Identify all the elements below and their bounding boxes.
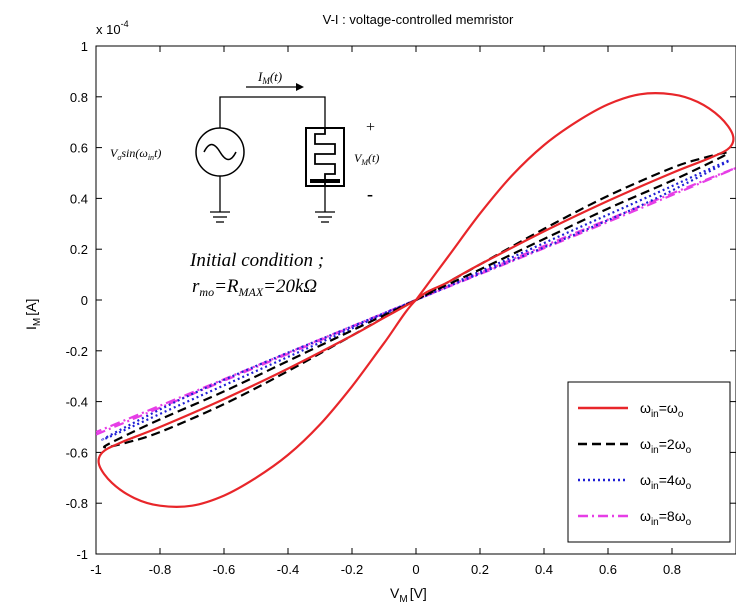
chart-title: V-I : voltage-controlled memristor <box>323 12 514 27</box>
series-layer <box>96 92 736 508</box>
y-tick-label: -0.4 <box>66 395 88 410</box>
sine-wave-icon <box>203 143 237 161</box>
x-tick-label: 0.8 <box>663 562 681 577</box>
x-tick-label: 0.4 <box>535 562 553 577</box>
voltage-label: VM(t) <box>354 151 379 167</box>
source-label: Vosin(ωint) <box>110 146 161 162</box>
minus-sign: - <box>367 184 373 204</box>
y-tick-label: 0.2 <box>70 242 88 257</box>
legend-label-2: ωin=2ωo <box>640 436 692 456</box>
x-tick-label: -1 <box>90 562 102 577</box>
axis-ticks <box>95 45 736 555</box>
initial-condition-equation: rmo=RMAX=20kΩ <box>192 276 317 299</box>
x-tick-label: -0.4 <box>277 562 299 577</box>
x-tick-label: 0.2 <box>471 562 489 577</box>
x-tick-label: 0.6 <box>599 562 617 577</box>
x-tick-label: -0.8 <box>149 562 171 577</box>
legend-label-1: ωin=ωo <box>640 400 684 420</box>
top-wire <box>219 96 326 128</box>
circuit-diagram: IM(t) Vosin(ωint) + VM(t) - Initial cond… <box>110 69 379 299</box>
y-tick-label: 0.8 <box>70 90 88 105</box>
y-tick-label: 1 <box>81 39 88 54</box>
y-tick-label: 0.4 <box>70 191 88 206</box>
y-axis-title: IM[A] <box>23 299 43 330</box>
x-axis-title: VM [V] <box>390 585 427 605</box>
y-tick-label: 0 <box>81 293 88 308</box>
y-multiplier: x 10-4 <box>96 19 129 37</box>
y-tick-label: -0.2 <box>66 344 88 359</box>
legend-label-4: ωin=8ωo <box>640 508 692 528</box>
y-tick-label: -0.8 <box>66 496 88 511</box>
x-tick-label: -0.2 <box>341 562 363 577</box>
current-label: IM(t) <box>257 69 282 86</box>
y-tick-labels: -1 -0.8 -0.6 -0.4 -0.2 0 0.2 0.4 0.6 0.8 1 <box>66 39 88 562</box>
x-tick-labels: -1 -0.8 -0.6 -0.4 -0.2 0 0.2 0.4 0.6 0.8 <box>90 562 681 577</box>
x-tick-label: 0 <box>412 562 419 577</box>
legend-label-3: ωin=4ωo <box>640 472 692 492</box>
plus-sign: + <box>366 119 375 136</box>
series-line-1 <box>97 92 735 508</box>
legend: ωin=ωo ωin=2ωo ωin=4ωo ωin=8ωo <box>567 381 731 543</box>
current-arrowhead <box>296 83 304 91</box>
series-line-4 <box>96 166 736 436</box>
x-tick-label: -0.6 <box>213 562 235 577</box>
y-tick-label: -0.6 <box>66 445 88 460</box>
initial-condition-heading: Initial condition ; <box>189 250 324 271</box>
y-tick-label: 0.6 <box>70 141 88 156</box>
y-tick-label: -1 <box>76 547 88 562</box>
